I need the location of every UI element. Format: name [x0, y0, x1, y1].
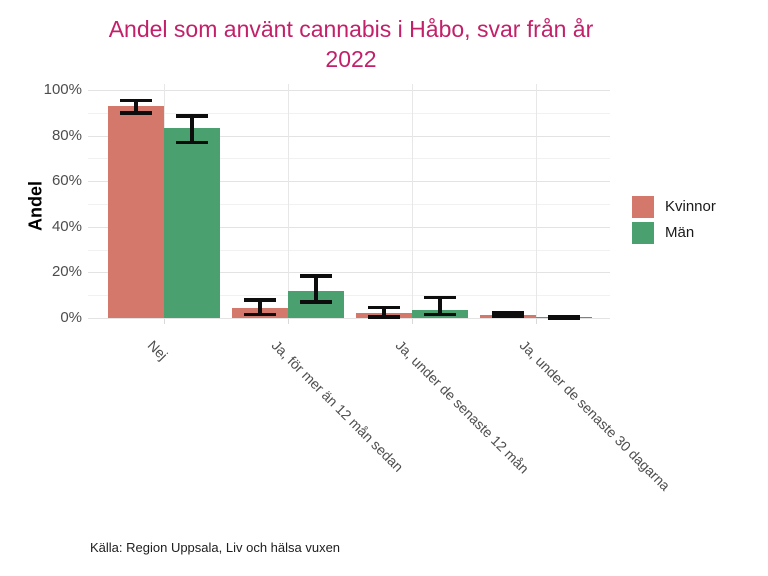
errorbar-kvinnor-0-cap-bottom — [120, 111, 152, 115]
legend-item-män: Män — [632, 221, 716, 244]
gridline-major-0 — [88, 318, 610, 319]
y-tick-label-20: 20% — [51, 263, 82, 281]
source-caption: Källa: Region Uppsala, Liv och hälsa vux… — [90, 540, 341, 555]
errorbar-män-1-cap-bottom — [300, 300, 332, 304]
errorbar-män-1-stem — [314, 275, 318, 303]
gridline-minor-70 — [88, 158, 610, 160]
errorbar-män-2-cap-top — [424, 295, 456, 300]
errorbar-kvinnor-0-cap-top — [120, 98, 152, 102]
errorbar-män-2-cap-bottom — [424, 312, 456, 317]
errorbar-kvinnor-2-stem — [382, 307, 386, 317]
legend-swatch-män — [632, 221, 654, 244]
chart-title: Andel som använt cannabis i Håbo, svar f… — [0, 14, 702, 74]
errorbar-kvinnor-2-cap-bottom — [368, 315, 400, 319]
errorbar-kvinnor-0-stem — [134, 100, 138, 113]
x-tick-mark-1 — [288, 319, 289, 324]
gridline-minor-10 — [88, 295, 610, 297]
errorbar-män-0-cap-top — [176, 114, 208, 118]
errorbar-män-0-cap-bottom — [176, 140, 208, 145]
legend-swatch-kvinnor — [632, 195, 654, 218]
errorbar-kvinnor-1-cap-top — [244, 298, 276, 302]
errorbar-kvinnor-2-cap-top — [368, 305, 400, 310]
gridline-major-20 — [88, 272, 610, 274]
errorbar-män-3-cap-bottom — [548, 316, 580, 320]
gridline-minor-50 — [88, 204, 610, 205]
y-tick-label-100: 100% — [43, 81, 82, 98]
x-tick-mark-2 — [412, 319, 413, 324]
bar-kvinnor-0 — [108, 105, 164, 318]
x-category-label-0: Nej — [144, 337, 171, 364]
errorbar-män-2-stem — [438, 297, 442, 315]
errorbar-män-0-stem — [190, 116, 194, 143]
x-category-label-2: Ja, under de senaste 12 mån — [392, 337, 533, 477]
errorbar-kvinnor-3-cap-top — [492, 311, 524, 315]
gridline-minor-30 — [88, 249, 610, 251]
y-tick-label-80: 80% — [51, 126, 82, 144]
gridline-vertical-1 — [288, 84, 289, 318]
x-category-label-1: Ja, för mer än 12 mån sedan — [268, 337, 407, 475]
legend-label-män: Män — [665, 224, 695, 241]
gridline-major-40 — [88, 226, 610, 228]
gridline-major-80 — [88, 135, 610, 137]
chart-title-line1: Andel som använt cannabis i Håbo, svar f… — [108, 16, 594, 42]
chart-title-line2: 2022 — [325, 46, 377, 72]
errorbar-män-1-cap-top — [300, 274, 332, 278]
gridline-major-60 — [88, 181, 610, 183]
plot-area — [88, 84, 610, 324]
y-tick-label-0: 0% — [60, 309, 82, 326]
x-tick-mark-0 — [164, 319, 165, 324]
errorbar-kvinnor-3-cap-bottom — [492, 314, 524, 318]
y-tick-label-60: 60% — [51, 172, 82, 190]
bar-män-0 — [164, 127, 220, 318]
x-tick-mark-3 — [536, 319, 537, 324]
legend-label-kvinnor: Kvinnor — [665, 198, 716, 215]
legend: Kvinnor Män — [632, 195, 716, 247]
gridline-vertical-2 — [412, 84, 413, 318]
errorbar-kvinnor-1-stem — [258, 299, 262, 315]
y-tick-label-40: 40% — [51, 217, 82, 235]
legend-item-kvinnor: Kvinnor — [632, 195, 716, 218]
x-category-label-3: Ja, under de senaste 30 dagarna — [516, 337, 674, 494]
gridline-minor-90 — [88, 112, 610, 114]
gridline-vertical-3 — [536, 84, 537, 318]
errorbar-kvinnor-1-cap-bottom — [244, 312, 276, 317]
gridline-major-100 — [88, 90, 610, 91]
